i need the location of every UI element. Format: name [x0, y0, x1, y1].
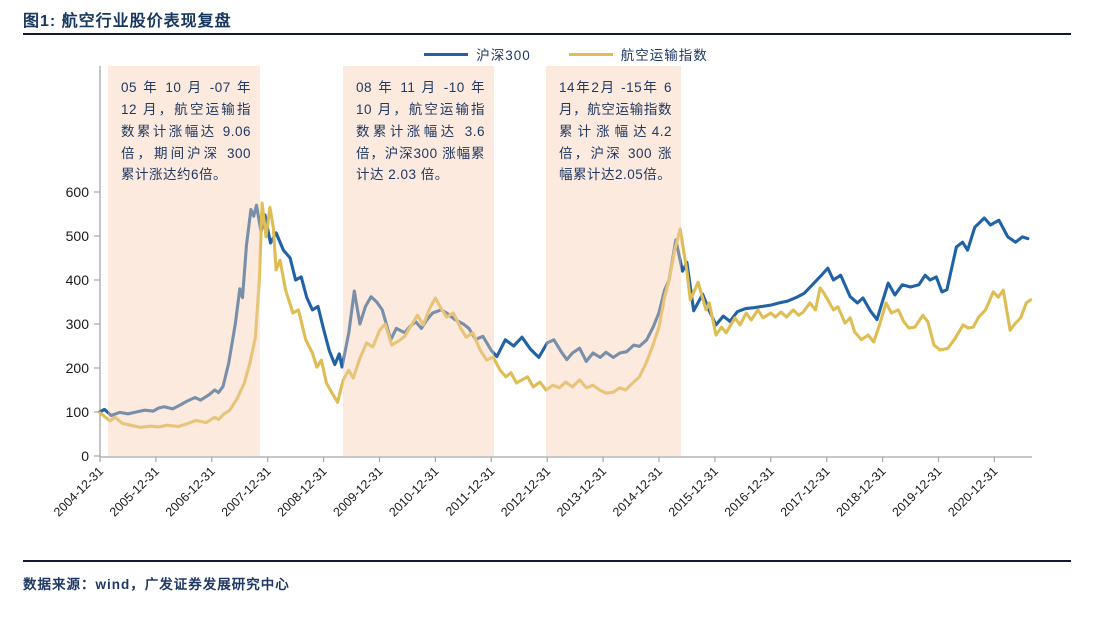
y-tick-label: 500 [66, 228, 90, 244]
data-source: 数据来源：wind，广发证券发展研究中心 [23, 577, 290, 592]
y-tick-label: 200 [66, 360, 90, 376]
x-tick-label: 2010-12-31 [386, 464, 441, 519]
legend-label-hs300: 沪深300 [476, 48, 531, 63]
annotation-text: 05 年 10 月 -07 年 12 月，航空运输指数累计涨幅达 9.06倍，期… [121, 80, 251, 183]
x-tick-label: 2017-12-31 [778, 464, 833, 519]
chart-legend: 沪深300 航空运输指数 [100, 44, 1032, 64]
aviation-line-swatch [568, 52, 613, 56]
x-tick-label: 2016-12-31 [722, 464, 777, 519]
aviation-series-line [98, 201, 1033, 429]
annotation-box-2005-2007: 05 年 10 月 -07 年 12 月，航空运输指数累计涨幅达 9.06倍，期… [108, 66, 260, 456]
x-tick-label: 2007-12-31 [219, 464, 274, 519]
x-tick-label: 2008-12-31 [275, 464, 330, 519]
y-tick-label: 0 [81, 448, 89, 464]
x-tick-label: 2012-12-31 [498, 464, 553, 519]
x-tick-label: 2015-12-31 [666, 464, 721, 519]
y-tick-label: 600 [66, 184, 90, 200]
bottom-divider [23, 560, 1071, 562]
y-tick-label: 300 [66, 316, 90, 332]
figure-title: 图1: 航空行业股价表现复盘 [23, 13, 232, 30]
title-divider [23, 33, 1071, 35]
x-tick-label: 2014-12-31 [610, 464, 665, 519]
x-tick-label: 2009-12-31 [331, 464, 386, 519]
x-tick-label: 2013-12-31 [554, 464, 609, 519]
legend-item-hs300: 沪深300 [424, 44, 531, 64]
x-tick-label: 2006-12-31 [163, 464, 218, 519]
legend-label-aviation: 航空运输指数 [620, 48, 708, 63]
x-tick-label: 2018-12-31 [834, 464, 889, 519]
y-tick-label: 100 [66, 404, 90, 420]
annotation-text: 14年2月 -15年 6月，航空运输指数累计涨幅达4.2倍，沪深 300 涨幅累… [559, 80, 672, 183]
x-tick-label: 2019-12-31 [890, 464, 945, 519]
legend-item-aviation: 航空运输指数 [568, 44, 708, 64]
y-tick-label: 400 [66, 272, 90, 288]
hs300-series-line [98, 203, 1030, 418]
x-tick-label: 2004-12-31 [51, 464, 106, 519]
annotation-box-2014-2015: 14年2月 -15年 6月，航空运输指数累计涨幅达4.2倍，沪深 300 涨幅累… [546, 66, 681, 456]
x-tick-label: 2005-12-31 [107, 464, 162, 519]
x-tick-label: 2020-12-31 [945, 464, 1000, 519]
hs300-line-swatch [424, 52, 469, 56]
x-tick-label: 2011-12-31 [443, 464, 497, 518]
annotation-box-2008-2010: 08 年 11 月 -10 年 10 月，航空运输指数累计涨幅达 3.6倍，沪深… [343, 66, 494, 456]
annotation-text: 08 年 11 月 -10 年 10 月，航空运输指数累计涨幅达 3.6倍，沪深… [356, 80, 485, 183]
